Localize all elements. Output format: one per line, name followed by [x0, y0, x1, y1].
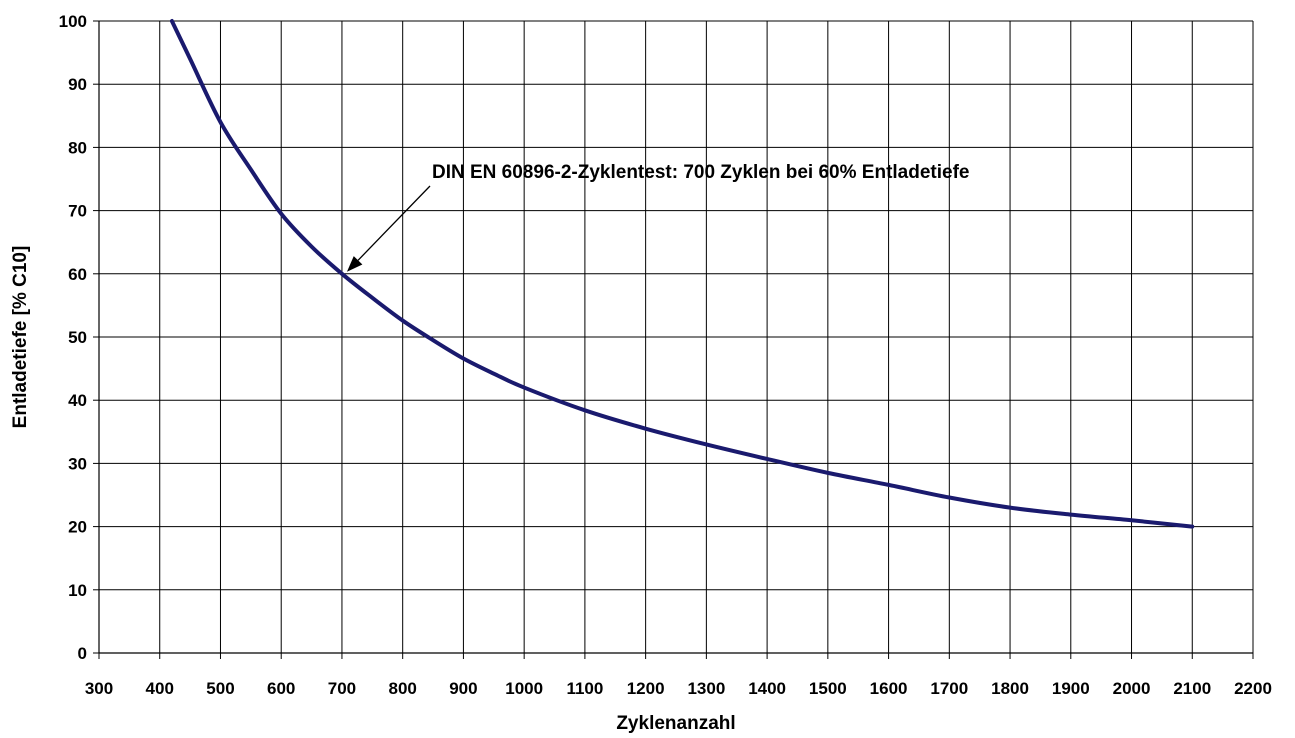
- x-tick-label: 600: [267, 679, 295, 698]
- y-tick-label: 90: [68, 75, 87, 94]
- x-tick-label: 1100: [566, 679, 603, 698]
- y-tick-label: 30: [68, 454, 87, 473]
- x-tick-label: 1900: [1052, 679, 1090, 698]
- x-tick-label: 1200: [627, 679, 665, 698]
- y-tick-label: 20: [68, 518, 87, 537]
- y-axis-title: Entladetiefe [% C10]: [10, 246, 31, 429]
- x-tick-label: 2000: [1113, 679, 1151, 698]
- y-tick-label: 40: [68, 391, 87, 410]
- annotation-arrow-head: [346, 256, 363, 272]
- x-tick-label: 1300: [687, 679, 725, 698]
- x-tick-label: 900: [449, 679, 477, 698]
- x-tick-label: 1000: [505, 679, 543, 698]
- x-tick-label: 500: [206, 679, 234, 698]
- y-tick-label: 80: [68, 138, 87, 157]
- x-tick-label: 1400: [748, 679, 786, 698]
- x-tick-label: 1800: [991, 679, 1029, 698]
- y-tick-label: 60: [68, 265, 87, 284]
- x-tick-label: 2200: [1234, 679, 1272, 698]
- y-tick-label: 100: [59, 12, 87, 31]
- x-tick-label: 1500: [809, 679, 847, 698]
- grid: [99, 20, 1254, 653]
- x-tick-label: 2100: [1173, 679, 1211, 698]
- y-tick-label: 50: [68, 328, 87, 347]
- axes: [93, 20, 1254, 659]
- x-tick-label: 400: [146, 679, 174, 698]
- series-line: [169, 19, 1195, 529]
- x-axis-title: Zyklenanzahl: [616, 713, 735, 734]
- x-tick-labels: 300 400 500 600 700 800 900 1000 1100 1200 1300 140…: [85, 679, 1272, 698]
- y-tick-label: 10: [68, 581, 87, 600]
- y-tick-labels: 0 10 20 30 40 50 60 70 80 90 100: [59, 12, 87, 663]
- y-tick-label: 70: [68, 202, 87, 221]
- x-tick-label: 800: [388, 679, 416, 698]
- annotation: DIN EN 60896-2-Zyklentest: 700 Zyklen be…: [346, 162, 970, 272]
- x-tick-label: 300: [85, 679, 113, 698]
- x-tick-label: 700: [328, 679, 356, 698]
- x-tick-label: 1700: [930, 679, 968, 698]
- x-tick-label: 1600: [870, 679, 908, 698]
- annotation-text: DIN EN 60896-2-Zyklentest: 700 Zyklen be…: [432, 162, 970, 183]
- annotation-arrow-line: [357, 185, 431, 261]
- y-tick-label: 0: [78, 644, 87, 663]
